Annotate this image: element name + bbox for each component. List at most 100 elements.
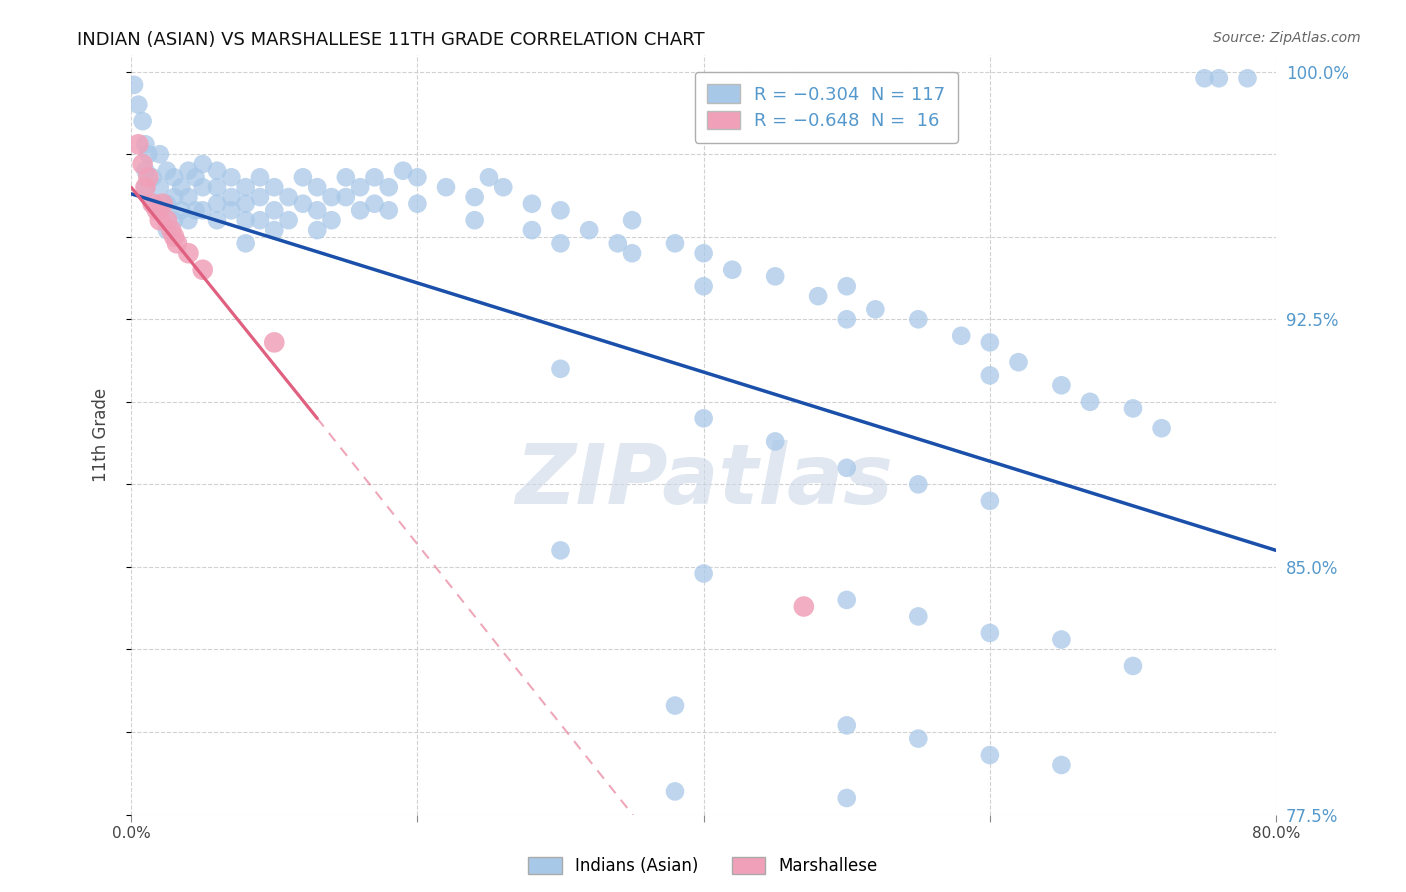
Point	[134, 180, 156, 194]
Point	[191, 157, 214, 171]
Point	[205, 213, 228, 227]
Point	[835, 279, 858, 293]
Point	[950, 328, 973, 343]
Point	[163, 229, 186, 244]
Point	[1236, 71, 1258, 86]
Point	[191, 180, 214, 194]
Point	[134, 163, 156, 178]
Point	[156, 196, 179, 211]
Point	[406, 170, 429, 185]
Point	[1050, 632, 1073, 647]
Point	[478, 170, 501, 185]
Point	[621, 213, 644, 227]
Point	[277, 213, 299, 227]
Point	[664, 784, 686, 798]
Point	[550, 236, 572, 251]
Point	[138, 170, 160, 185]
Legend: R = −0.304  N = 117, R = −0.648  N =  16: R = −0.304 N = 117, R = −0.648 N = 16	[695, 71, 957, 143]
Point	[249, 213, 271, 227]
Point	[606, 236, 628, 251]
Point	[1050, 378, 1073, 392]
Point	[1122, 659, 1144, 673]
Text: ZIPatlas: ZIPatlas	[515, 440, 893, 521]
Point	[142, 196, 165, 211]
Point	[349, 203, 371, 218]
Point	[979, 748, 1001, 763]
Point	[520, 196, 543, 211]
Point	[363, 170, 385, 185]
Point	[378, 180, 401, 194]
Point	[127, 137, 149, 152]
Point	[1050, 758, 1073, 772]
Point	[835, 460, 858, 475]
Point	[131, 157, 153, 171]
Point	[170, 180, 193, 194]
Y-axis label: 11th Grade: 11th Grade	[93, 388, 110, 482]
Point	[177, 163, 200, 178]
Point	[464, 190, 486, 204]
Point	[793, 599, 815, 614]
Point	[550, 543, 572, 558]
Point	[142, 170, 165, 185]
Point	[263, 335, 285, 350]
Point	[335, 190, 357, 204]
Point	[1078, 394, 1101, 409]
Point	[134, 137, 156, 152]
Point	[191, 203, 214, 218]
Point	[156, 213, 179, 227]
Point	[160, 223, 183, 237]
Point	[277, 190, 299, 204]
Point	[578, 223, 600, 237]
Point	[205, 163, 228, 178]
Point	[205, 196, 228, 211]
Point	[307, 180, 329, 194]
Point	[907, 312, 929, 326]
Point	[235, 213, 257, 227]
Point	[263, 203, 285, 218]
Point	[335, 170, 357, 185]
Point	[835, 312, 858, 326]
Point	[235, 180, 257, 194]
Point	[221, 170, 243, 185]
Point	[406, 196, 429, 211]
Point	[1007, 355, 1029, 369]
Point	[979, 335, 1001, 350]
Point	[291, 170, 314, 185]
Point	[163, 190, 186, 204]
Point	[170, 203, 193, 218]
Point	[134, 180, 156, 194]
Point	[131, 114, 153, 128]
Point	[721, 262, 744, 277]
Legend: Indians (Asian), Marshallese: Indians (Asian), Marshallese	[520, 849, 886, 884]
Point	[1208, 71, 1230, 86]
Point	[149, 213, 172, 227]
Text: INDIAN (ASIAN) VS MARSHALLESE 11TH GRADE CORRELATION CHART: INDIAN (ASIAN) VS MARSHALLESE 11TH GRADE…	[77, 31, 704, 49]
Point	[177, 246, 200, 260]
Point	[235, 236, 257, 251]
Point	[321, 190, 343, 204]
Point	[127, 97, 149, 112]
Point	[979, 368, 1001, 383]
Point	[835, 593, 858, 607]
Point	[177, 213, 200, 227]
Point	[907, 731, 929, 746]
Point	[464, 213, 486, 227]
Point	[163, 213, 186, 227]
Point	[434, 180, 457, 194]
Point	[184, 203, 207, 218]
Point	[321, 213, 343, 227]
Point	[692, 566, 714, 581]
Point	[166, 236, 188, 251]
Point	[979, 494, 1001, 508]
Point	[249, 190, 271, 204]
Point	[177, 190, 200, 204]
Point	[221, 190, 243, 204]
Point	[692, 279, 714, 293]
Point	[122, 78, 145, 92]
Point	[263, 223, 285, 237]
Point	[835, 791, 858, 805]
Point	[692, 246, 714, 260]
Point	[149, 203, 172, 218]
Point	[363, 196, 385, 211]
Point	[142, 196, 165, 211]
